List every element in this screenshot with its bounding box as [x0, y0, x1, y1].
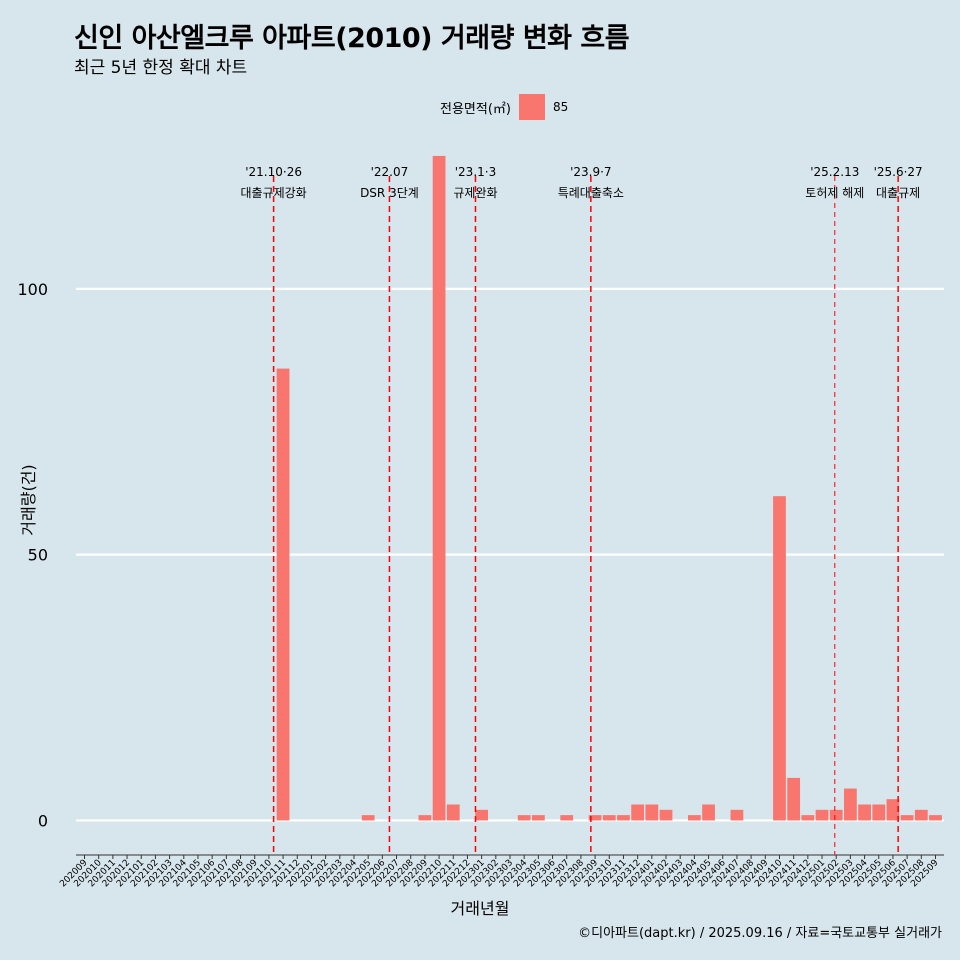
- bar: [645, 804, 659, 821]
- bar: [560, 815, 574, 821]
- event-date-label: '25.2.13: [810, 165, 859, 179]
- bar: [815, 809, 829, 821]
- bar: [929, 815, 942, 821]
- legend-swatch: [518, 94, 545, 120]
- bar: [418, 815, 432, 821]
- bar: [588, 815, 602, 821]
- bar: [858, 804, 871, 821]
- footer-credit: ©디아파트(dapt.kr) / 2025.09.16 / 자료=국토교통부 실…: [578, 926, 942, 941]
- bar: [631, 804, 645, 821]
- bar: [517, 815, 531, 821]
- event-name-label: DSR 3단계: [360, 186, 419, 200]
- event-name-label: 규제완화: [453, 186, 497, 200]
- bar: [687, 815, 701, 821]
- bar: [702, 804, 715, 821]
- event-date-label: '23.1·3: [455, 165, 496, 179]
- bar: [787, 777, 801, 821]
- event-name-label: 대출규제강화: [240, 186, 306, 200]
- bar: [617, 815, 630, 821]
- bar: [801, 815, 815, 821]
- event-date-label: '25.6·27: [874, 165, 923, 179]
- x-axis-title: 거래년월: [451, 899, 510, 918]
- event-name-label: 특례대출축소: [558, 186, 624, 200]
- legend: 전용면적(㎡) 85: [440, 94, 568, 120]
- event-date-label: '21.10·26: [245, 165, 302, 179]
- bar: [886, 799, 900, 821]
- chart-title: 신인 아산엘크루 아파트(2010) 거래량 변화 흐름: [74, 23, 630, 54]
- bar: [900, 815, 914, 821]
- y-axis-title: 거래량(건): [19, 464, 38, 535]
- event-name-label: 토허제 해제: [805, 186, 864, 200]
- bar: [446, 804, 460, 821]
- bar: [531, 815, 545, 821]
- legend-label: 85: [552, 100, 569, 114]
- bar: [872, 804, 886, 821]
- bar: [844, 788, 857, 821]
- bar: [659, 809, 673, 821]
- event-date-label: '22.07: [371, 165, 409, 179]
- bar: [432, 155, 446, 821]
- bar: [730, 809, 744, 821]
- y-tick-label: 100: [17, 280, 48, 299]
- legend-title: 전용면적(㎡): [440, 101, 511, 117]
- bar: [602, 815, 616, 821]
- bar: [276, 368, 290, 821]
- y-tick-label: 0: [38, 811, 48, 830]
- chart-subtitle: 최근 5년 한정 확대 차트: [74, 58, 248, 78]
- bar: [475, 809, 489, 821]
- event-date-label: '23.9·7: [570, 165, 611, 179]
- bar: [773, 496, 786, 821]
- y-tick-label: 50: [28, 546, 48, 565]
- bar: [829, 809, 843, 821]
- bar: [361, 815, 375, 821]
- bar: [914, 809, 928, 821]
- event-name-label: 대출규제: [876, 186, 920, 200]
